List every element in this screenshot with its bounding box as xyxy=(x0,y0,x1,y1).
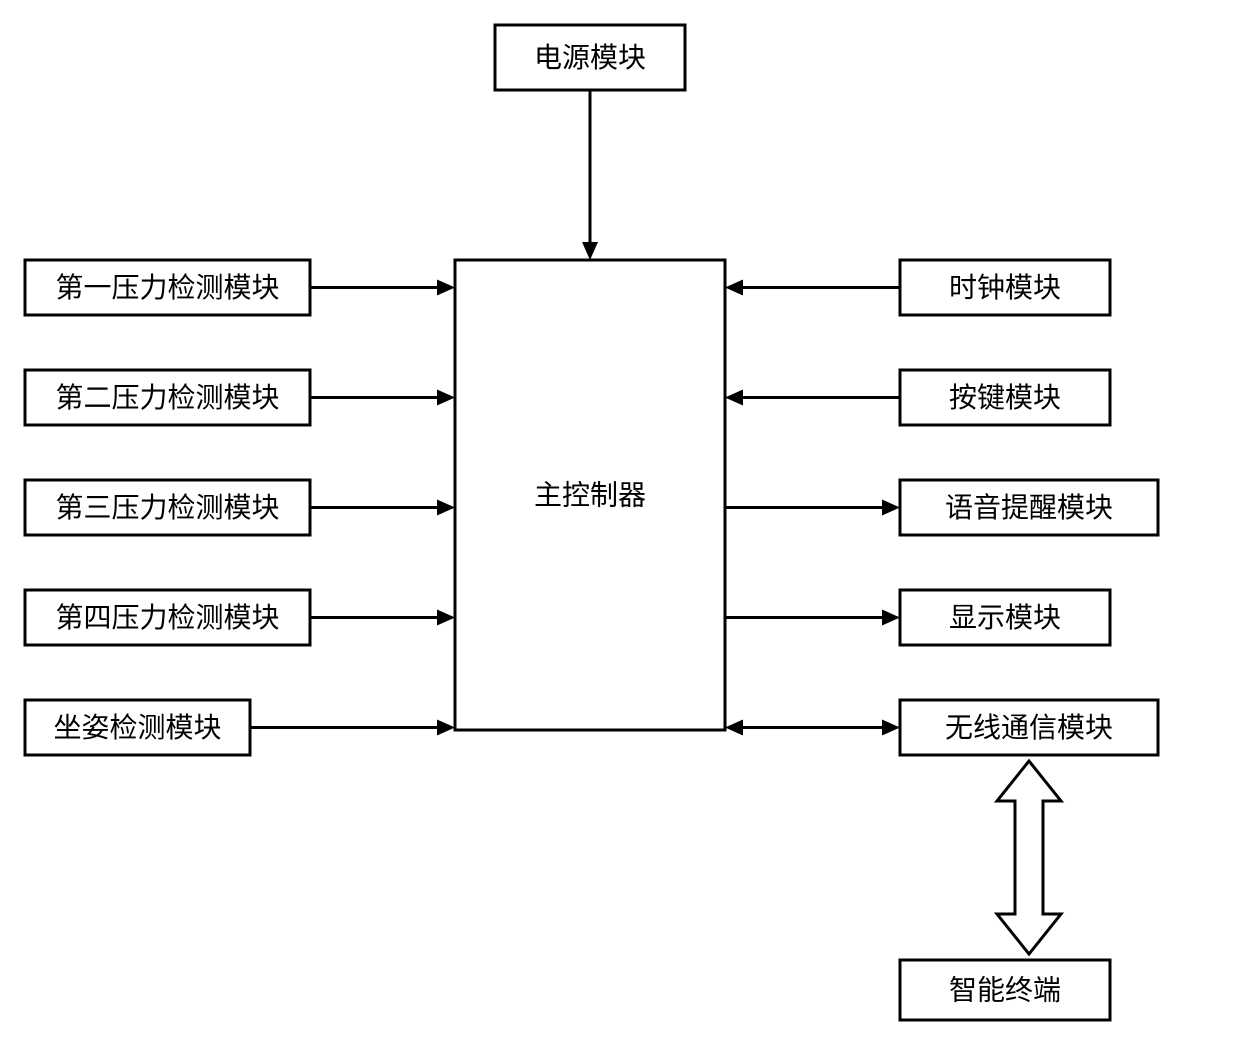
arrowhead xyxy=(725,720,743,736)
arrowhead xyxy=(437,610,455,626)
arrowhead xyxy=(437,280,455,296)
node-label-r3: 语音提醒模块 xyxy=(945,492,1113,523)
arrowhead xyxy=(437,500,455,516)
arrowhead xyxy=(882,500,900,516)
node-label-r1: 时钟模块 xyxy=(949,272,1061,303)
node-label-controller: 主控制器 xyxy=(534,480,646,511)
arrowhead xyxy=(725,390,743,406)
node-label-l2: 第二压力检测模块 xyxy=(55,382,279,413)
block-arrow xyxy=(997,761,1061,954)
node-label-terminal: 智能终端 xyxy=(949,975,1061,1006)
node-label-r4: 显示模块 xyxy=(949,602,1061,633)
node-label-l1: 第一压力检测模块 xyxy=(55,272,279,303)
node-label-l5: 坐姿检测模块 xyxy=(53,712,221,743)
arrowhead xyxy=(437,390,455,406)
node-label-l3: 第三压力检测模块 xyxy=(55,492,279,523)
node-label-r5: 无线通信模块 xyxy=(945,712,1113,743)
arrowhead xyxy=(725,280,743,296)
arrowhead xyxy=(882,610,900,626)
node-label-power: 电源模块 xyxy=(534,42,646,73)
arrowhead xyxy=(882,720,900,736)
node-label-l4: 第四压力检测模块 xyxy=(55,602,279,633)
arrowhead xyxy=(582,242,598,260)
arrowhead xyxy=(437,720,455,736)
node-label-r2: 按键模块 xyxy=(949,382,1061,413)
